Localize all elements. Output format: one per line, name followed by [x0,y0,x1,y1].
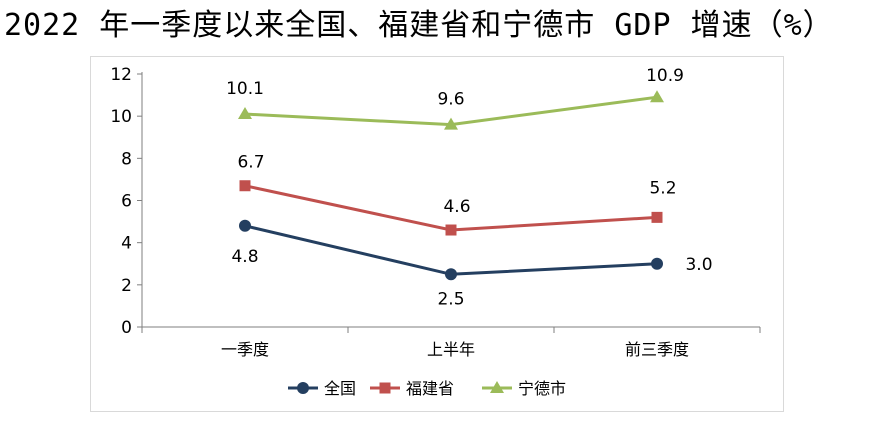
chart-frame [90,56,784,412]
y-tick-label: 8 [121,149,132,169]
data-label: 2.5 [437,289,464,309]
series-1: 6.7 4.6 5.2 [237,153,677,236]
data-point-marker [239,219,251,232]
data-point-marker [444,117,458,130]
data-label: 5.2 [649,178,676,198]
x-tick-label: 前三季度 [625,340,689,359]
data-label: 3.0 [685,255,712,275]
data-point-marker [445,224,457,236]
chart-legend: 全国 福建省 宁德市 [288,379,566,398]
data-point-marker [445,268,457,281]
chart-title: 2022 年一季度以来全国、福建省和宁德市 GDP 增速（%） [4,8,834,43]
data-point-marker [297,382,309,394]
y-tick-label: 4 [121,234,132,254]
data-point-marker [379,382,391,394]
legend-label: 全国 [324,379,356,398]
series-0: 4.8 2.5 3.0 [231,219,713,309]
chart-axes: 0 2 4 6 8 10 12 一季度 上半年 前三季度 [110,65,761,359]
x-tick-label: 上半年 [427,340,475,359]
data-label: 4.6 [443,197,470,217]
legend-item: 全国 [288,379,356,398]
y-tick-label: 0 [121,318,132,338]
legend-label: 宁德市 [518,379,566,398]
series-2: 10.1 9.6 10.9 [226,66,684,130]
data-label: 6.7 [237,153,264,173]
data-label: 9.6 [437,90,464,110]
legend-label: 福建省 [406,379,454,398]
data-point-marker [238,107,252,120]
y-tick-label: 2 [121,276,132,296]
chart-series: 4.8 2.5 3.0 6.7 4.6 5.2 10.1 9.6 10.9 [226,66,712,309]
data-label: 10.1 [226,79,264,99]
data-point-marker [651,211,663,223]
legend-item: 福建省 [370,379,454,398]
x-tick-label: 一季度 [221,340,269,359]
y-tick-label: 10 [110,107,132,127]
data-point-marker [490,381,504,393]
data-point-marker [651,257,663,270]
data-label: 10.9 [646,66,684,86]
legend-item: 宁德市 [482,379,566,398]
y-tick-label: 12 [110,65,132,85]
data-point-marker [239,180,251,192]
data-point-marker [650,90,664,103]
data-label: 4.8 [231,247,258,267]
y-tick-label: 6 [121,192,132,212]
